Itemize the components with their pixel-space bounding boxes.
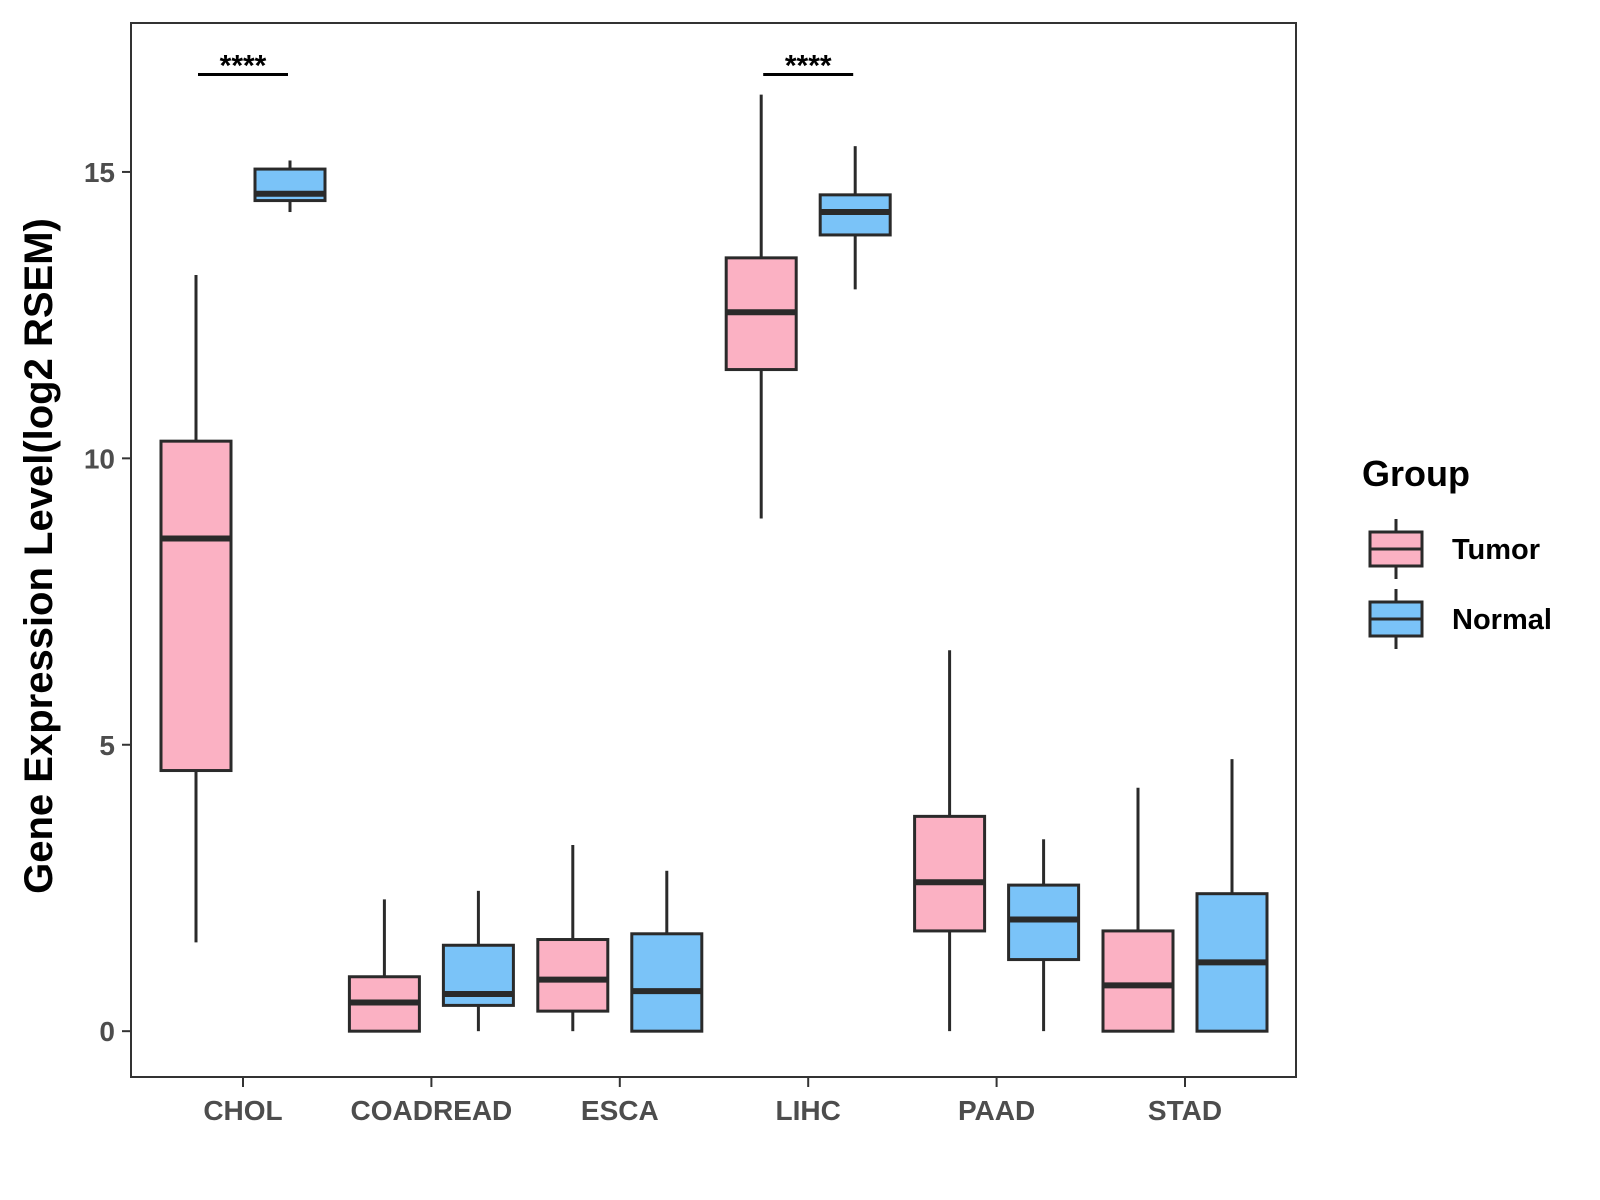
box-body <box>159 439 233 773</box>
box-tumor-coadread <box>347 899 421 1033</box>
x-tick-label: COADREAD <box>351 1095 513 1126</box>
box-normal-lihc <box>818 146 892 290</box>
box-tumor-lihc <box>724 94 798 519</box>
box-body <box>630 932 704 1033</box>
significance-label: **** <box>220 50 267 83</box>
y-tick-label: 10 <box>84 443 115 474</box>
box-body <box>913 814 987 933</box>
box-body <box>1101 929 1175 1033</box>
box-normal-paad <box>1007 839 1081 1032</box>
box-normal-esca <box>630 870 704 1033</box>
legend-title: Group <box>1362 453 1470 494</box>
x-tick-label: CHOL <box>203 1095 282 1126</box>
box-normal-stad <box>1195 759 1269 1033</box>
x-axis: CHOL COADREAD ESCA LIHC PAAD STAD <box>203 1077 1222 1126</box>
y-tick-label: 0 <box>99 1016 115 1047</box>
box-tumor-paad <box>913 650 987 1032</box>
box-tumor-stad <box>1101 787 1175 1033</box>
y-tick-label: 5 <box>99 730 115 761</box>
x-tick-label: PAAD <box>958 1095 1035 1126</box>
x-tick-label: ESCA <box>581 1095 659 1126</box>
box-body <box>536 938 610 1013</box>
x-tick-label: LIHC <box>776 1095 841 1126</box>
x-tick-label: STAD <box>1148 1095 1222 1126</box>
legend-item-tumor: Tumor <box>1368 519 1540 579</box>
legend-label: Normal <box>1452 604 1552 636</box>
legend-item-normal: Normal <box>1368 589 1552 649</box>
box-tumor-chol <box>159 275 233 943</box>
panel-border <box>130 22 1297 1078</box>
y-axis-title: Gene Expression Level(log2 RSEM) <box>17 218 61 894</box>
significance-label: **** <box>785 50 832 83</box>
legend-label: Tumor <box>1452 534 1540 566</box>
box-normal-chol <box>253 160 327 213</box>
y-tick-label: 15 <box>84 157 115 188</box>
legend: Group Tumor Normal <box>1362 453 1552 649</box>
y-axis: 0 5 10 15 <box>84 157 131 1047</box>
plot-area: **** **** <box>130 22 1297 1078</box>
box-normal-coadread <box>441 890 515 1032</box>
box-tumor-esca <box>536 845 610 1032</box>
